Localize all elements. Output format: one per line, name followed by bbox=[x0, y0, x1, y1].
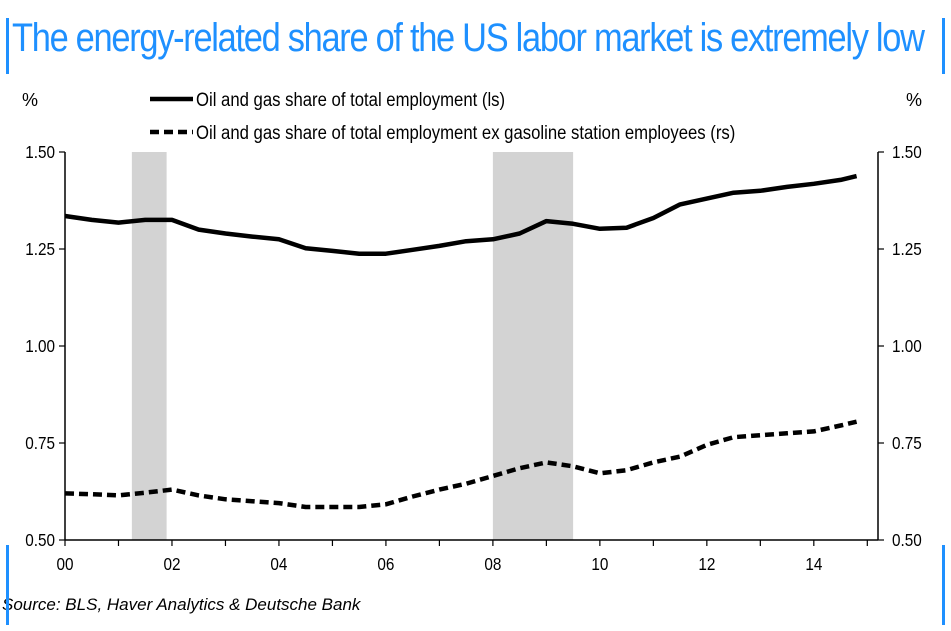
chart-title: The energy-related share of the US labor… bbox=[12, 16, 925, 60]
x-tick-label: 02 bbox=[163, 554, 180, 574]
right-axis-unit: % bbox=[906, 90, 922, 110]
series-line-total bbox=[64, 173, 858, 256]
legend: Oil and gas share of total employment (l… bbox=[150, 89, 735, 143]
x-tick-label: 10 bbox=[591, 554, 608, 574]
title-accent-right bbox=[942, 18, 945, 74]
title-bar: The energy-related share of the US labor… bbox=[0, 0, 951, 78]
x-tick-label: 06 bbox=[377, 554, 394, 574]
footer-accent-right bbox=[942, 545, 945, 625]
series-line-ex-gasoline bbox=[64, 419, 858, 510]
axes: 0.50 0.75 1.00 1.25 1.50 0.50 0.75 1.00 1.25 1.50… bbox=[22, 90, 922, 574]
x-tick-label: 00 bbox=[56, 554, 73, 574]
left-y-tick-label: 1.25 bbox=[25, 239, 55, 259]
right-y-tick-label: 1.25 bbox=[892, 239, 922, 259]
footer-accent-left bbox=[6, 545, 9, 625]
left-y-tick-label: 0.75 bbox=[25, 433, 55, 453]
recession-band-0 bbox=[131, 152, 167, 540]
right-y-tick-label: 0.50 bbox=[892, 530, 922, 550]
title-accent-left bbox=[6, 18, 9, 74]
x-tick-label: 08 bbox=[484, 554, 501, 574]
recession-band-1 bbox=[492, 152, 574, 540]
left-y-tick-label: 1.50 bbox=[25, 142, 55, 162]
right-y-tick-label: 0.75 bbox=[892, 433, 922, 453]
series bbox=[64, 173, 858, 510]
x-tick-label: 04 bbox=[270, 554, 287, 574]
x-tick-label: 14 bbox=[805, 554, 822, 574]
recession-shading bbox=[131, 152, 574, 540]
left-y-tick-label: 0.50 bbox=[25, 530, 55, 550]
right-y-tick-label: 1.50 bbox=[892, 142, 922, 162]
left-y-tick-label: 1.00 bbox=[25, 336, 55, 356]
x-tick-label: 12 bbox=[698, 554, 715, 574]
line-chart: 0.50 0.75 1.00 1.25 1.50 0.50 0.75 1.00 1.25 1.50… bbox=[22, 89, 922, 574]
right-y-tick-label: 1.00 bbox=[892, 336, 922, 356]
source-note: Source: BLS, Haver Analytics & Deutsche … bbox=[2, 595, 361, 614]
legend-label-1: Oil and gas share of total employment ex… bbox=[196, 122, 735, 143]
legend-label-0: Oil and gas share of total employment (l… bbox=[196, 89, 505, 110]
left-axis-unit: % bbox=[22, 90, 38, 110]
